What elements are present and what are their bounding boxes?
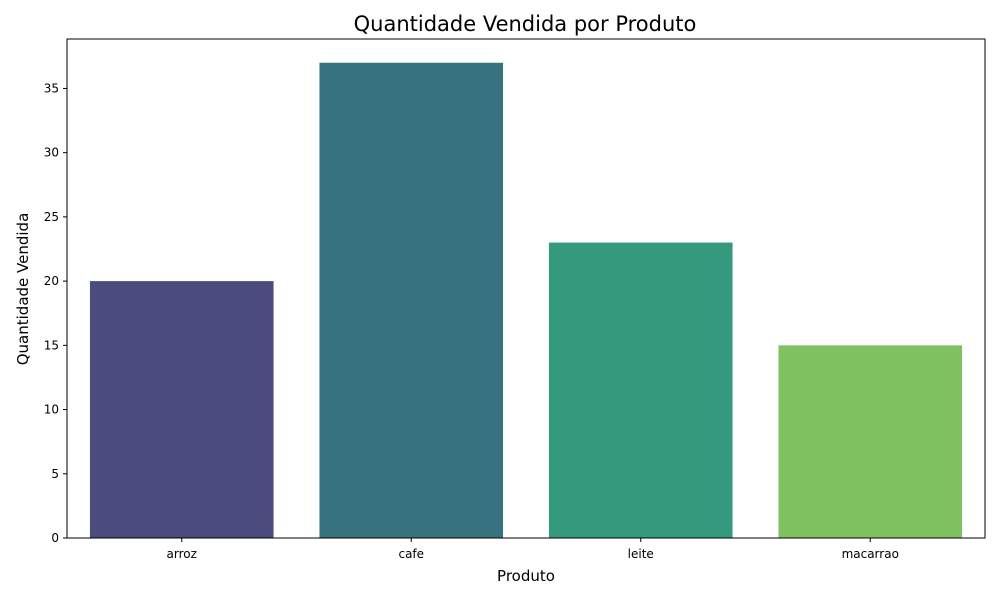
- y-tick-label-20: 20: [44, 274, 59, 288]
- bar-arroz: [89, 281, 274, 538]
- y-tick-label-15: 15: [44, 338, 59, 352]
- bars-group: [89, 62, 963, 539]
- x-tick-label-leite: leite: [628, 547, 654, 561]
- y-axis: 0 5 10 15 20 25 30 35: [44, 81, 67, 545]
- x-axis-label: Produto: [497, 567, 555, 585]
- x-axis: arroz cafe leite macarrao: [167, 538, 899, 561]
- y-tick-label-25: 25: [44, 210, 59, 224]
- x-tick-label-arroz: arroz: [167, 547, 197, 561]
- x-tick-label-cafe: cafe: [398, 547, 424, 561]
- y-tick-label-35: 35: [44, 81, 59, 95]
- plot-frame: [66, 38, 986, 539]
- y-tick-label-10: 10: [44, 403, 59, 417]
- bar-cafe: [319, 62, 504, 539]
- y-axis-label: Quantidade Vendida: [14, 213, 32, 366]
- y-tick-label-5: 5: [51, 467, 59, 481]
- bar-leite: [548, 242, 733, 538]
- chart-title: Quantidade Vendida por Produto: [354, 12, 697, 36]
- bar-macarrao: [778, 345, 963, 538]
- y-tick-label-30: 30: [44, 146, 59, 160]
- x-tick-label-macarrao: macarrao: [842, 547, 899, 561]
- y-tick-label-0: 0: [51, 531, 59, 545]
